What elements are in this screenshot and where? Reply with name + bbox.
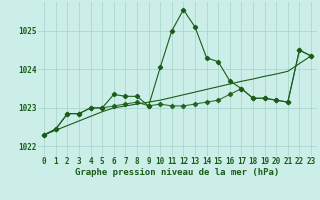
X-axis label: Graphe pression niveau de la mer (hPa): Graphe pression niveau de la mer (hPa) (76, 168, 280, 177)
